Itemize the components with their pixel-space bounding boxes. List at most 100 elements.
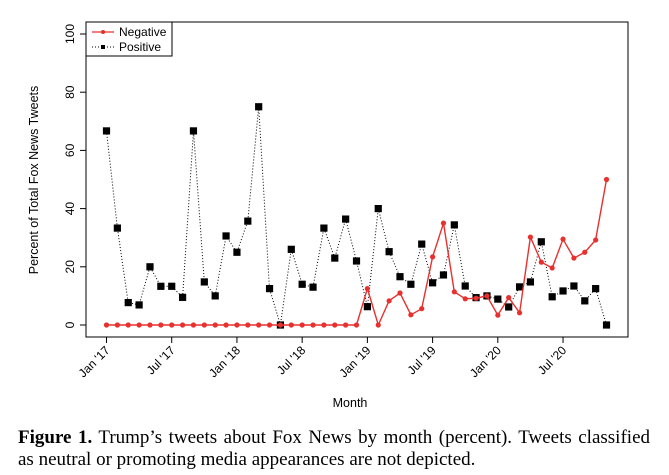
positive-point	[135, 301, 143, 309]
figure-label: Figure 1.	[18, 427, 93, 448]
y-tick-label: 20	[63, 260, 77, 274]
positive-point	[450, 221, 458, 229]
positive-point	[309, 283, 317, 291]
positive-point	[559, 287, 567, 295]
negative-point	[495, 312, 501, 318]
positive-point	[342, 215, 350, 223]
negative-point	[353, 322, 360, 328]
positive-point	[298, 280, 306, 288]
negative-point	[147, 322, 153, 328]
figure-caption-text: Trump’s tweets about Fox News by month (…	[18, 427, 650, 470]
positive-point	[265, 285, 274, 293]
negative-point	[136, 322, 142, 328]
positive-point	[352, 257, 361, 265]
positive-point	[320, 224, 328, 232]
negative-point	[397, 290, 403, 296]
negative-point	[603, 176, 610, 183]
x-tick-label: Jan '19	[336, 343, 373, 380]
negative-point	[506, 295, 512, 301]
negative-point	[114, 322, 120, 328]
series-negative-line	[106, 179, 608, 328]
positive-point	[102, 127, 111, 135]
x-axis-title: Month	[333, 396, 368, 410]
negative-point	[582, 249, 588, 255]
positive-point	[526, 278, 535, 286]
negative-point	[430, 254, 436, 260]
negative-point	[440, 220, 447, 226]
negative-point	[343, 322, 349, 328]
positive-point	[505, 303, 513, 311]
y-tick-label: 60	[63, 143, 77, 157]
negative-point	[169, 322, 175, 328]
figure-caption: Figure 1. Trump’s tweets about Fox News …	[18, 427, 650, 471]
negative-point	[179, 322, 186, 328]
positive-point	[331, 254, 339, 262]
x-tick-label: Jul '20	[535, 343, 569, 377]
negative-point	[234, 322, 240, 328]
negative-point	[125, 322, 131, 328]
series-positive-line	[106, 106, 607, 326]
negative-point	[190, 322, 197, 328]
negative-point	[527, 234, 534, 240]
positive-point	[602, 321, 611, 329]
negative-point	[462, 296, 468, 302]
legend-box	[85, 21, 173, 57]
y-axis-title: Percent of Total Fox News Tweets	[27, 86, 41, 275]
negative-point	[419, 306, 425, 312]
positive-point	[244, 217, 252, 225]
negative-point	[560, 236, 566, 242]
negative-point	[386, 298, 392, 304]
positive-point	[570, 282, 578, 290]
positive-point	[548, 293, 556, 301]
positive-point	[189, 127, 198, 135]
negative-point	[310, 322, 316, 328]
positive-point	[537, 238, 545, 246]
negative-point	[571, 255, 577, 261]
negative-point	[516, 310, 523, 316]
positive-point	[124, 298, 132, 307]
positive-point	[494, 295, 502, 303]
positive-point	[407, 280, 415, 288]
y-tick-label: 80	[63, 85, 77, 99]
positive-point	[429, 279, 437, 287]
positive-point	[439, 271, 448, 279]
negative-point	[408, 312, 414, 318]
legend-positive-marker	[101, 45, 105, 49]
negative-point	[212, 322, 218, 328]
positive-point	[592, 285, 600, 293]
x-tick-label: Jul '17	[144, 343, 178, 377]
positive-point	[287, 245, 295, 253]
legend-negative-label: Negative	[119, 25, 167, 39]
positive-point	[211, 292, 219, 300]
chart: 0 20 40 60 80 100 Jan '17 Jul '17 Jan '18 Jul '18…	[27, 21, 629, 410]
positive-point	[233, 248, 241, 256]
positive-point	[168, 282, 176, 290]
negative-point	[277, 322, 284, 328]
positive-point	[363, 303, 371, 311]
negative-point	[288, 322, 294, 328]
positive-point	[255, 103, 263, 111]
negative-point	[451, 289, 457, 295]
positive-point	[581, 297, 589, 305]
legend-positive-label: Positive	[119, 40, 161, 54]
x-tick-label: Jul '19	[405, 343, 439, 377]
x-tick-label: Jan '18	[206, 343, 243, 380]
negative-point	[299, 322, 305, 328]
negative-point	[201, 322, 207, 328]
y-tick-label: 0	[63, 321, 77, 328]
negative-point	[103, 322, 110, 328]
negative-point	[593, 237, 599, 243]
x-tick-label: Jan '20	[467, 343, 504, 380]
positive-point	[222, 232, 230, 240]
positive-point	[178, 293, 187, 301]
negative-point	[245, 322, 251, 328]
negative-point	[332, 322, 338, 328]
positive-point	[385, 248, 393, 256]
positive-point	[374, 205, 382, 213]
legend-negative-marker	[101, 30, 105, 34]
y-tick-label: 100	[63, 24, 77, 44]
legend: Negative Positive	[85, 21, 173, 57]
x-tick-label: Jan '17	[76, 343, 113, 380]
positive-point	[113, 224, 121, 232]
x-tick-label: Jul '18	[274, 343, 308, 377]
